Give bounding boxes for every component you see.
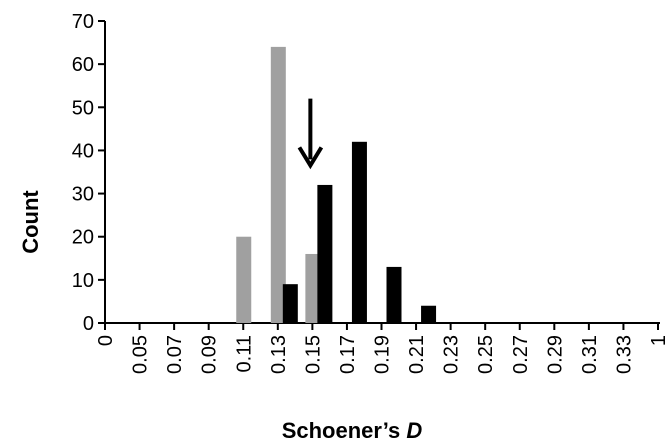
- x-tick-label: 0.25: [475, 335, 497, 374]
- x-tick-label: 0.33: [613, 335, 635, 374]
- bar-series1: [236, 236, 252, 323]
- x-tick-label: 0.31: [579, 335, 601, 374]
- y-tick-label: 50: [72, 97, 94, 119]
- x-tick-label: 0.23: [441, 335, 463, 374]
- bar-series2: [386, 266, 402, 323]
- x-tick-label: 1: [648, 335, 667, 346]
- y-tick-label: 60: [72, 54, 94, 76]
- x-tick-label: 0.17: [337, 335, 359, 374]
- x-tick-label: 0.19: [372, 335, 394, 374]
- x-tick-label: 0.29: [544, 335, 566, 374]
- bar-series2: [421, 305, 437, 323]
- annotations: [297, 98, 324, 170]
- bar-series2: [317, 184, 333, 323]
- y-tick-label: 0: [83, 313, 94, 335]
- bar-series1: [305, 253, 321, 323]
- y-axis-title: Count: [18, 190, 43, 254]
- y-tick-label: 40: [72, 140, 94, 162]
- x-axis: 0 0.05 0.07 0.09 0.11 0.13 0.15 0.17 0.19 0.21 0.2…: [95, 322, 667, 374]
- y-tick-label: 20: [72, 227, 94, 249]
- x-tick-label: 0.15: [302, 335, 324, 374]
- x-axis-title-text: Schoener’s: [282, 418, 407, 443]
- y-tick-label: 10: [72, 270, 94, 292]
- x-tick-label: 0.11: [233, 335, 255, 372]
- x-tick-label: 0.21: [406, 335, 428, 374]
- x-tick-label: 0.09: [199, 335, 221, 374]
- bars: [236, 46, 437, 324]
- x-tick-label: 0.07: [164, 335, 186, 374]
- x-axis-title-italic: D: [406, 418, 422, 443]
- y-axis: 0 10 20 30 40 50 60 70: [72, 11, 106, 335]
- x-tick-label: 0.27: [510, 335, 532, 374]
- x-tick-label: 0: [95, 335, 117, 346]
- x-axis-title: Schoener’s D: [282, 418, 423, 443]
- bar-series2: [351, 141, 367, 323]
- bar-series1: [270, 46, 286, 324]
- x-tick-label: 0.05: [130, 335, 152, 374]
- bar-series2: [282, 284, 298, 323]
- arrow-head-icon: [297, 146, 324, 170]
- y-tick-label: 70: [72, 11, 94, 33]
- y-tick-label: 30: [72, 184, 94, 206]
- x-tick-label: 0.13: [268, 335, 290, 374]
